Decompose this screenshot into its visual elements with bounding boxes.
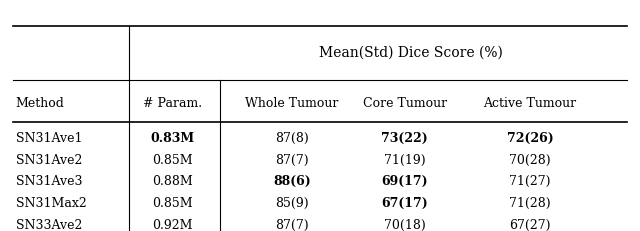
Text: SN33Ave2: SN33Ave2 [16, 218, 82, 231]
Text: 0.88M: 0.88M [152, 175, 193, 188]
Text: 0.83M: 0.83M [150, 132, 195, 145]
Text: 0.85M: 0.85M [152, 153, 193, 166]
Text: 70(28): 70(28) [509, 153, 551, 166]
Text: 72(26): 72(26) [507, 132, 554, 145]
Text: Active Tumour: Active Tumour [484, 97, 577, 109]
Text: 70(18): 70(18) [384, 218, 426, 231]
Text: SN31Ave2: SN31Ave2 [16, 153, 82, 166]
Text: 0.92M: 0.92M [152, 218, 193, 231]
Text: 87(7): 87(7) [275, 218, 308, 231]
Text: SN31Max2: SN31Max2 [16, 196, 86, 209]
Text: Mean(Std) Dice Score (%): Mean(Std) Dice Score (%) [319, 45, 503, 59]
Text: Whole Tumour: Whole Tumour [245, 97, 339, 109]
Text: 87(8): 87(8) [275, 132, 308, 145]
Text: 67(17): 67(17) [381, 196, 428, 209]
Text: 88(6): 88(6) [273, 175, 310, 188]
Text: SN31Ave1: SN31Ave1 [16, 132, 83, 145]
Text: SN31Ave3: SN31Ave3 [16, 175, 83, 188]
Text: 71(19): 71(19) [384, 153, 426, 166]
Text: Method: Method [16, 97, 65, 109]
Text: 73(22): 73(22) [381, 132, 428, 145]
Text: 87(7): 87(7) [275, 153, 308, 166]
Text: Core Tumour: Core Tumour [363, 97, 447, 109]
Text: 85(9): 85(9) [275, 196, 308, 209]
Text: 71(28): 71(28) [509, 196, 551, 209]
Text: 0.85M: 0.85M [152, 196, 193, 209]
Text: # Param.: # Param. [143, 97, 202, 109]
Text: 71(27): 71(27) [509, 175, 551, 188]
Text: 69(17): 69(17) [381, 175, 428, 188]
Text: 67(27): 67(27) [509, 218, 551, 231]
